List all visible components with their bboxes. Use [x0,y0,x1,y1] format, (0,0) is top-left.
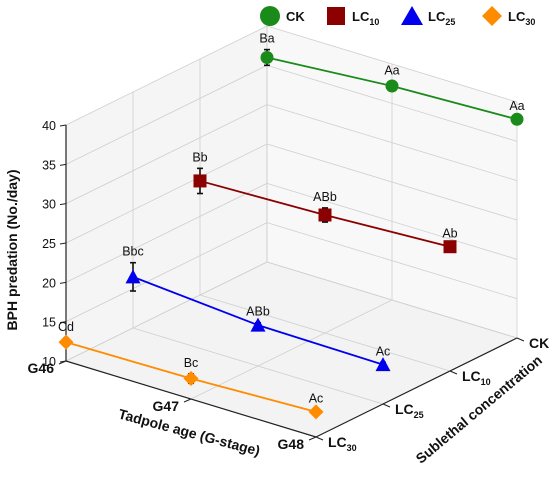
tick-labels: 10 15 20 25 30 35 40 G46 G47 G48 LC30 LC25 LC10 CK [28,119,550,453]
data-point [125,269,141,284]
z-tick-label: 10 [42,355,56,369]
z-tick-mark [59,321,67,324]
x-tick-mark [183,398,192,403]
data-point [318,208,332,222]
legend-item-lc25: LC25 [401,6,455,27]
z-grid-line [65,182,268,283]
y-grid-line [266,261,518,339]
z-tick-label: 25 [42,237,56,251]
significance-label: Ac [376,344,391,358]
legend-marker [401,6,423,25]
z-tick-mark [59,203,67,206]
significance-label: Bb [192,150,207,164]
data-point [183,371,199,387]
significance-label: Ab [442,226,457,240]
legend-marker [260,6,280,26]
data-point [260,50,274,64]
z-tick-label: 40 [42,119,56,133]
y-tick-mark [382,403,391,408]
x-tick-label: G46 [28,360,55,376]
significance-label: Ba [259,32,274,46]
significance-label: Bc [184,356,199,370]
legend-label: LC25 [428,9,455,27]
series-lc10: Bb ABb Ab [192,150,458,254]
y-grid-line [132,327,384,405]
y-tick-mark [315,436,324,441]
z-grid-line [65,104,268,205]
legend-label: CK [286,9,305,24]
legend-item-lc10: LC10 [327,7,379,27]
series-lc25: Bbc ABb Ac [122,245,391,372]
y-tick-mark [516,337,525,342]
data-point [375,357,391,372]
y-tick-label: LC25 [395,401,424,420]
significance-label: Aa [384,63,399,77]
legend-label: LC30 [508,9,535,27]
z-axis-title: BPH predation (No./day) [4,169,20,330]
legend-label: LC10 [352,9,379,27]
legend-marker [327,7,345,25]
significance-label: ABb [313,190,337,204]
grid-lines [65,25,518,438]
x-tick-mark [58,360,67,365]
data-point [510,112,524,126]
series-ck: Ba Aa Aa [259,32,525,126]
significance-label: Bbc [122,245,144,259]
y-tick-label: CK [529,335,549,351]
z-tick-label: 20 [42,276,56,290]
legend: CK LC10 LC25 LC30 [260,6,535,27]
legend-item-ck: CK [260,6,305,26]
significance-label: Ac [309,391,324,405]
x-grid-line [65,261,268,362]
legend-marker [482,6,502,26]
data-point [443,240,457,254]
y-tick-label: LC10 [462,368,491,387]
series-lc30: Cd Bc Ac [58,320,324,420]
data-point [250,317,266,332]
data-point [58,334,74,350]
z-grid-line [65,64,268,165]
series-group: Ba Aa Aa Bb ABb Ab Bbc ABb Ac Cd Bc Ac [58,32,525,420]
significance-label: ABb [246,305,270,319]
z-tick-mark [59,124,67,127]
data-point [385,79,399,93]
data-point [193,174,207,188]
significance-label: Aa [509,99,524,113]
z-tick-label: 35 [42,158,56,172]
z-tick-label: 30 [42,198,56,212]
z-grid-line [65,143,268,244]
significance-label: Cd [58,320,74,334]
y-axis-line [315,337,518,438]
z-grid-line [65,222,268,323]
data-point [308,404,324,420]
y-tick-mark [449,370,458,375]
y-tick-label: LC30 [328,434,357,453]
x-tick-label: G47 [153,398,180,414]
x-tick-label: G48 [278,436,305,452]
legend-item-lc30: LC30 [482,6,535,27]
z-tick-mark [59,281,67,284]
x-tick-mark [308,436,317,441]
y-grid-line [199,294,451,372]
z-grid-line [65,25,268,126]
z-tick-mark [59,163,67,166]
z-tick-label: 15 [42,316,56,330]
z-tick-mark [59,242,67,245]
x-grid-line [190,299,393,400]
